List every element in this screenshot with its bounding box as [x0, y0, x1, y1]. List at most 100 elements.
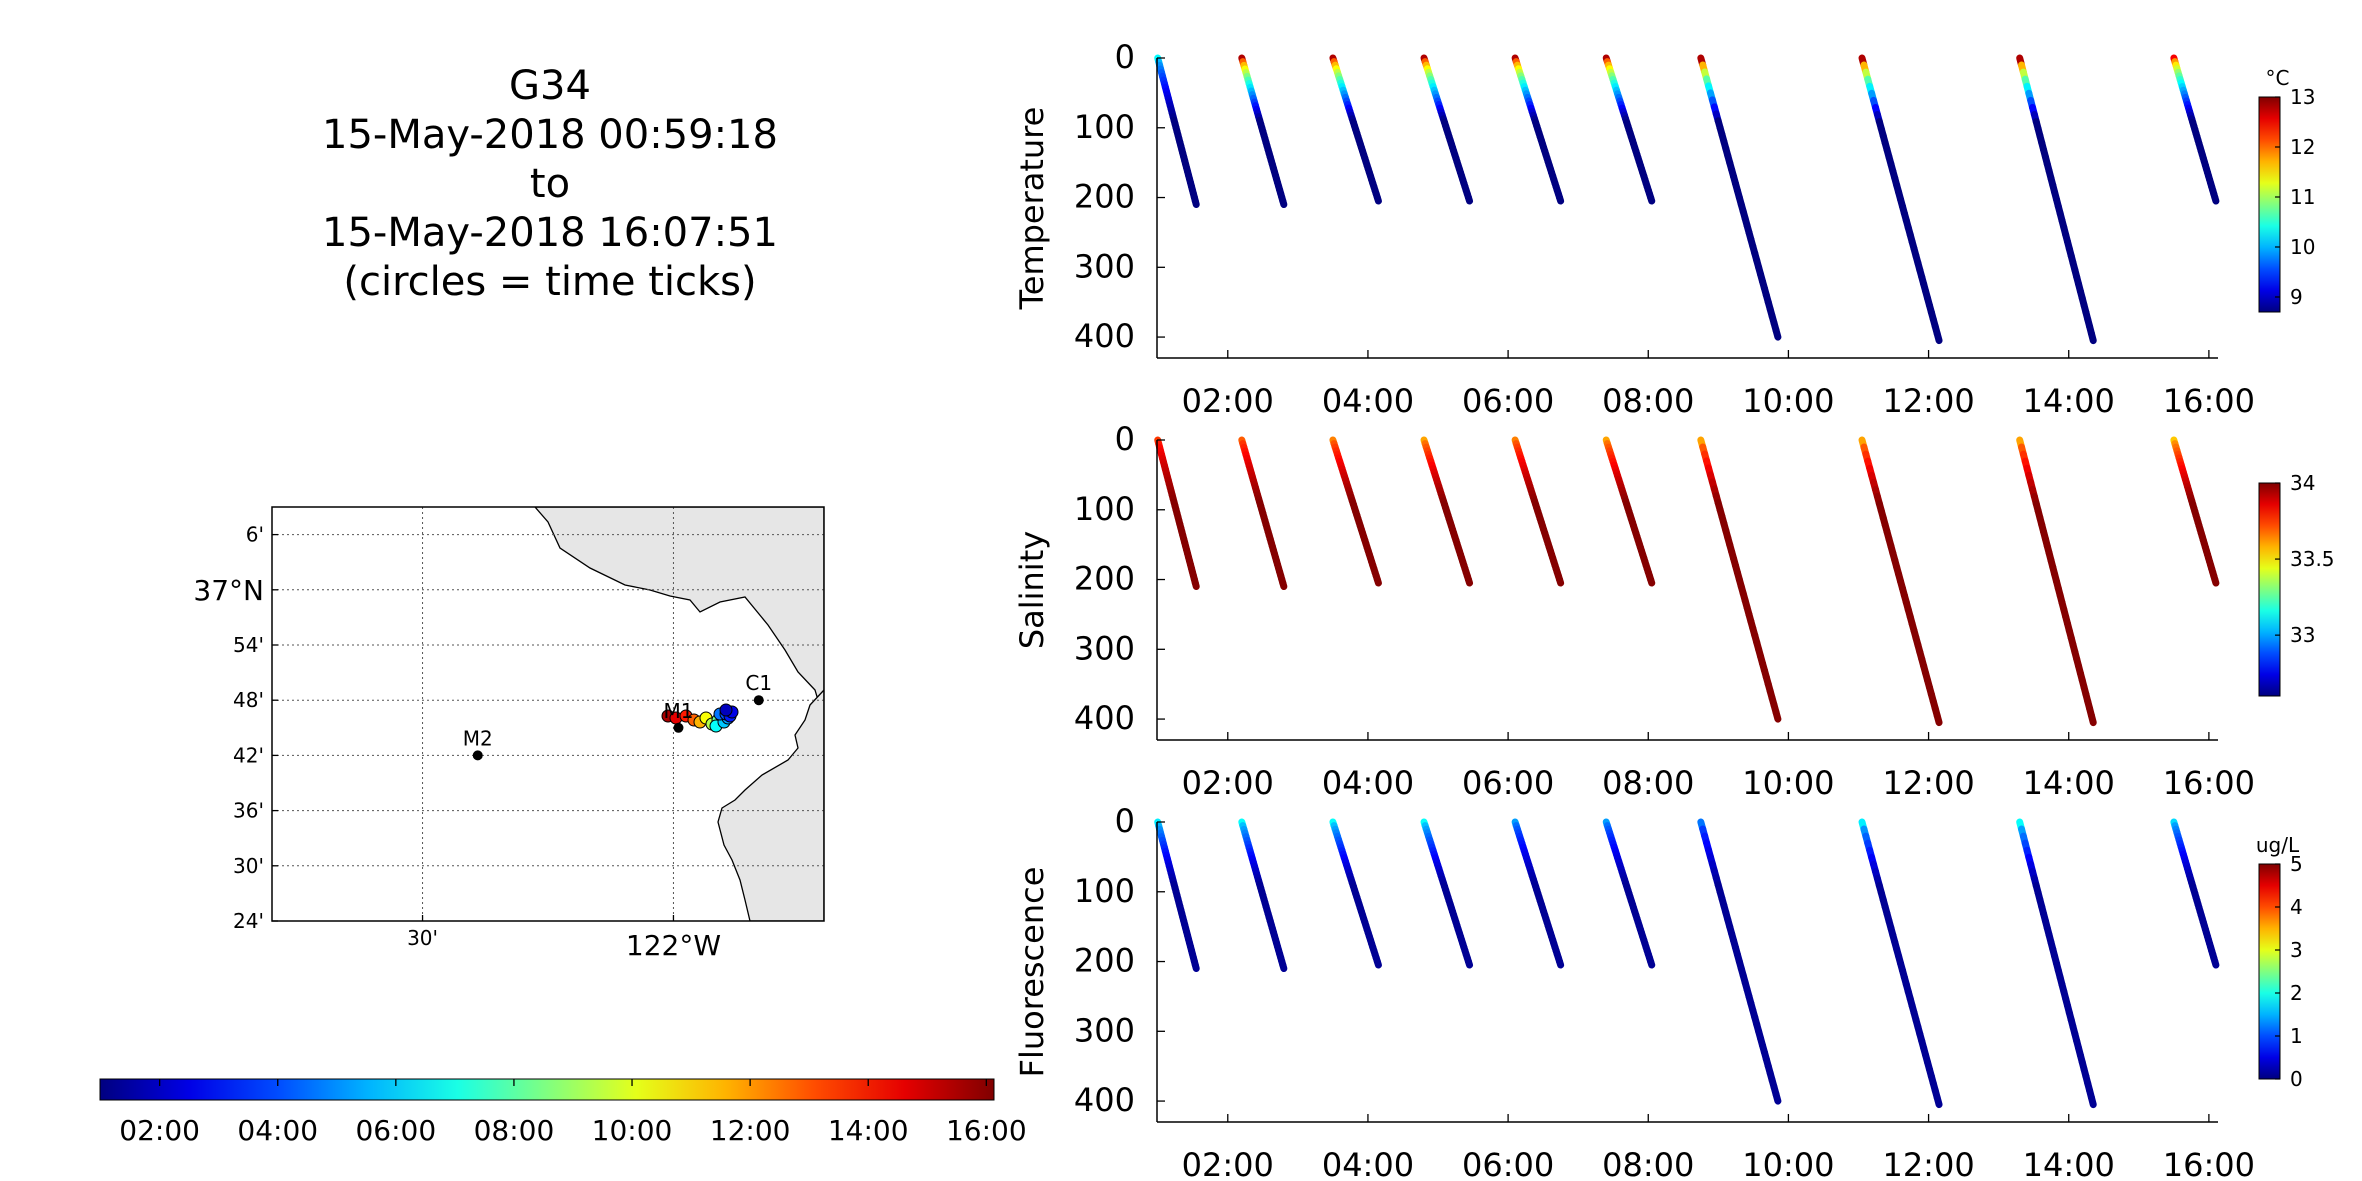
profile-segment [1191, 961, 1200, 973]
title-block: G34 15-May-2018 00:59:18 to 15-May-2018 … [150, 62, 950, 307]
profile-segment [2211, 193, 2220, 205]
profile-trace [1154, 436, 1200, 591]
y-axis-label: Fluorescence [1013, 867, 1051, 1078]
y-tick-label: 0 [1115, 802, 1135, 840]
colorbar-tick-label: 4 [2290, 895, 2303, 919]
y-tick-label: 300 [1074, 1011, 1135, 1049]
colorbar-tick-label: 12 [2290, 135, 2315, 159]
profile-trace [1511, 818, 1565, 969]
title-start-time: 15-May-2018 00:59:18 [322, 112, 778, 158]
profile-segment [2087, 1093, 2097, 1109]
profile-trace [1238, 818, 1288, 973]
colorbar-tick-label: 33 [2290, 623, 2315, 647]
y-tick-label: 100 [1074, 872, 1135, 910]
profile-segment [1464, 193, 1474, 205]
map-y-tick-label: 24' [233, 909, 264, 933]
profile-segment [1647, 957, 1656, 969]
profile-segment [1373, 193, 1382, 205]
profile-trace [1238, 54, 1288, 209]
profile-segment [1191, 197, 1200, 209]
profile-segment [1464, 575, 1474, 587]
map-y-tick-label: 48' [233, 688, 264, 712]
map-x-tick-labels: 30' 122°W [407, 926, 721, 962]
colorbar-tick-label: 13 [2290, 85, 2315, 109]
profile-trace [2170, 436, 2220, 587]
x-tick-label: 08:00 [1602, 764, 1694, 802]
profile-trace [1329, 818, 1382, 969]
colorbar-units: °C [2266, 66, 2290, 90]
y-axis-label: Salinity [1013, 531, 1051, 649]
x-tick-label: 06:00 [1462, 764, 1554, 802]
colorbar-tick-label: 1 [2290, 1024, 2303, 1048]
y-tick-label: 0 [1115, 38, 1135, 76]
colorbar-units: ug/L [2256, 833, 2300, 857]
profile-segment [2087, 711, 2097, 727]
colorbar-tick-label: 33.5 [2290, 547, 2335, 571]
y-tick-label: 400 [1074, 1081, 1135, 1119]
y-tick-label: 200 [1074, 178, 1135, 216]
profile-trace [1420, 818, 1474, 969]
x-tick-label: 16:00 [2163, 764, 2255, 802]
station-label: C1 [745, 671, 772, 695]
title-to: to [529, 161, 571, 207]
map-y-tick-label: 54' [233, 633, 264, 657]
x-tick-label: 06:00 [1462, 382, 1554, 420]
profile-trace [1154, 818, 1200, 973]
profile-segment [1933, 1093, 1943, 1109]
x-tick-label: 16:00 [2163, 1146, 2255, 1181]
time-colorbar: 02:00 04:00 06:00 08:00 10:00 12:00 14:00 16:00 [99, 1078, 1027, 1147]
y-axis-label: Temperature [1013, 107, 1051, 311]
profile-trace [1858, 436, 1943, 727]
map-y-tick-label: 6' [246, 523, 264, 547]
x-tick-label: 10:00 [1742, 382, 1834, 420]
time-colorbar-tick-label: 04:00 [237, 1114, 318, 1147]
profile-segment [1279, 579, 1288, 591]
y-tick-label: 200 [1074, 942, 1135, 980]
profile-segment [1191, 579, 1200, 591]
profile-trace [1697, 436, 1782, 723]
time-colorbar-tick-label: 12:00 [710, 1114, 791, 1147]
x-tick-label: 12:00 [1882, 1146, 1974, 1181]
time-colorbar-tick-label: 02:00 [119, 1114, 200, 1147]
profile-segment [1933, 711, 1943, 727]
x-tick-label: 02:00 [1182, 382, 1274, 420]
colorbar-tick-label: 5 [2290, 852, 2303, 876]
profile-trace [1697, 54, 1782, 341]
profile-trace [2016, 436, 2097, 727]
y-tick-label: 0 [1115, 420, 1135, 458]
x-tick-label: 12:00 [1882, 382, 1974, 420]
x-tick-label: 04:00 [1322, 382, 1414, 420]
profile-trace [1329, 436, 1382, 587]
profile-segment [2087, 329, 2097, 345]
profile-segment [1373, 575, 1382, 587]
track-time-circle [719, 703, 733, 717]
profile-trace [1602, 436, 1656, 587]
profile-trace [2170, 818, 2220, 969]
title-note: (circles = time ticks) [343, 259, 757, 305]
profile-segment [1556, 957, 1565, 969]
map-y-tick-label: 37°N [193, 574, 264, 607]
x-tick-label: 10:00 [1742, 764, 1834, 802]
panel-temperature: 0 100 200 300 400 02:00 04:00 06:00 08:00 10:00 12… [1013, 38, 2315, 420]
profile-segment [1464, 957, 1474, 969]
y-tick-label: 100 [1074, 108, 1135, 146]
profile-segment [2211, 575, 2220, 587]
colorbar-tick-label: 2 [2290, 981, 2303, 1005]
glider-track [661, 703, 739, 733]
panel-colorbar [2258, 96, 2281, 313]
profile-trace [1238, 436, 1288, 591]
time-colorbar-tick-label: 08:00 [474, 1114, 555, 1147]
profile-segment [1556, 193, 1565, 205]
colorbar-tick-label: 0 [2290, 1067, 2303, 1091]
map-y-tick-label: 30' [233, 854, 264, 878]
x-tick-label: 14:00 [2023, 382, 2115, 420]
x-tick-label: 10:00 [1742, 1146, 1834, 1181]
panel-colorbar [2258, 863, 2281, 1080]
profile-segment [1279, 961, 1288, 973]
x-tick-label: 06:00 [1462, 1146, 1554, 1181]
map-frame [271, 506, 825, 922]
title-end-time: 15-May-2018 16:07:51 [322, 210, 778, 256]
x-tick-label: 16:00 [2163, 382, 2255, 420]
profile-trace [1420, 436, 1474, 587]
